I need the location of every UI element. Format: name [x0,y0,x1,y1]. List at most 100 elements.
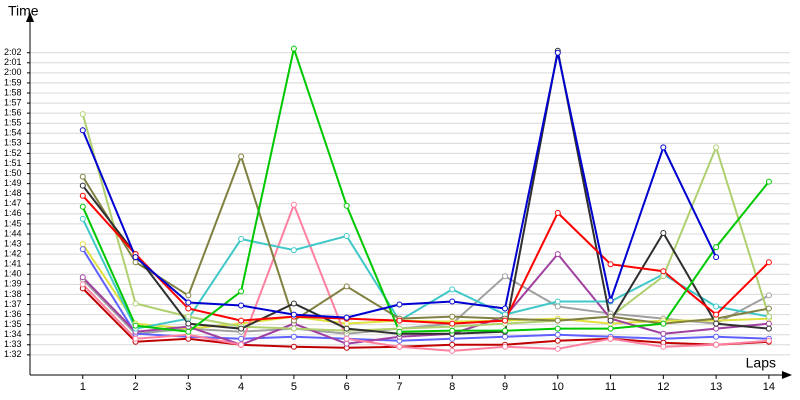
data-point [449,347,456,354]
data-point [185,292,192,299]
data-point [396,301,403,308]
data-point [290,300,297,307]
data-point [238,236,245,243]
data-point [660,144,667,151]
x-tick-label: 10 [552,381,564,393]
data-point [290,325,297,332]
data-point [449,313,456,320]
y-tick-label: 2:00 [4,67,22,77]
x-tick-label: 3 [185,381,191,393]
data-point [290,333,297,340]
data-point [554,303,561,310]
data-point [343,233,350,240]
data-point [290,45,297,52]
x-tick-label: 1 [80,381,86,393]
x-tick-label: 13 [710,381,722,393]
data-point [449,320,456,327]
y-tick-label: 1:55 [4,118,22,128]
series-line [81,218,770,330]
data-point [554,325,561,332]
y-tick-label: 1:51 [4,158,22,168]
data-point [396,343,403,350]
x-axis-arrow [782,371,792,379]
data-point [713,320,720,327]
y-tick-label: 1:32 [4,349,22,359]
y-tick-label: 1:40 [4,269,22,279]
data-point [343,320,350,327]
data-point [660,343,667,350]
series-line [81,44,770,333]
series-line [82,202,769,352]
y-tick-label: 1:39 [4,279,22,289]
data-point [185,320,192,327]
data-point [660,330,667,337]
data-point [765,313,772,320]
data-point [290,201,297,208]
data-point [238,288,245,295]
y-tick-label: 2:02 [4,47,22,57]
y-tick-label: 1:38 [4,289,22,299]
data-point [554,331,561,338]
data-point [607,325,614,332]
data-point [607,335,614,342]
y-tick-label: 1:46 [4,208,22,218]
data-point [713,144,720,151]
y-tick-label: 1:47 [4,198,22,208]
data-point [132,322,139,329]
data-point [765,178,772,185]
y-tick-label: 1:54 [4,128,22,138]
x-tick-label: 6 [344,381,350,393]
data-point [396,317,403,324]
data-point [79,173,86,180]
data-point [660,229,667,236]
data-point [290,343,297,350]
data-point [449,335,456,342]
data-point [238,335,245,342]
data-point [554,251,561,258]
data-point [185,328,192,335]
data-point [660,320,667,327]
data-point [343,325,350,332]
data-point [185,305,192,312]
series-line [82,287,769,349]
y-tick-label: 1:35 [4,319,22,329]
data-point [765,325,772,332]
y-tick-label: 1:59 [4,77,22,87]
data-point [502,333,508,340]
data-point [502,343,508,350]
y-tick-label: 1:49 [4,178,22,188]
x-tick-label: 5 [291,381,297,393]
data-point [238,325,245,332]
y-tick-label: 1:56 [4,108,22,118]
data-point [132,254,139,261]
y-tick-label: 1:34 [4,329,22,339]
x-axis-label: Laps [746,355,776,371]
data-point [79,127,86,134]
data-point [185,313,192,320]
data-point [79,182,86,189]
x-tick-label: 14 [763,381,775,393]
data-point [554,337,561,344]
x-tick-label: 9 [502,381,508,393]
data-point [396,328,403,335]
y-tick-label: 1:52 [4,148,22,158]
y-tick-label: 1:45 [4,218,22,228]
data-point [79,215,86,222]
data-point [343,314,350,321]
data-point [502,273,508,280]
data-point [343,340,350,347]
data-point [554,49,561,56]
y-tick-label: 1:36 [4,309,22,319]
data-point [185,299,192,306]
data-point [132,335,139,342]
data-point [79,274,86,281]
y-tick-label: 2:01 [4,57,22,67]
series-line [81,113,770,332]
data-point [238,153,245,160]
series-line [81,243,769,330]
y-tick-label: 1:41 [4,259,22,269]
data-point [713,303,720,310]
data-point [290,247,297,254]
series-line [82,195,770,325]
data-point [238,341,245,348]
